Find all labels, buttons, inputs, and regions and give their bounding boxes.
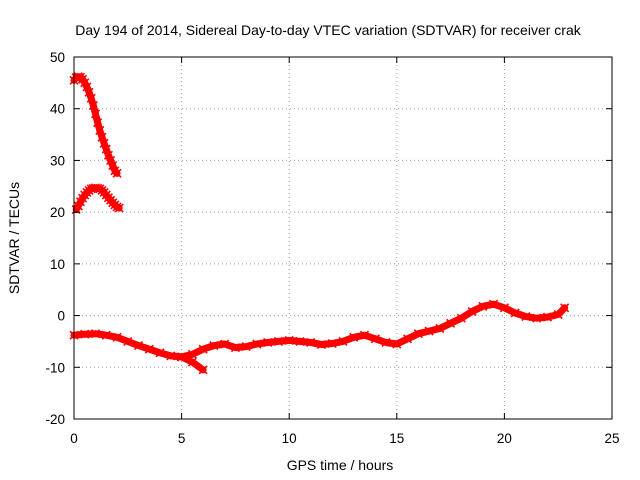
- data-point: [84, 87, 94, 97]
- data-point: [82, 82, 92, 92]
- data-point: [155, 348, 165, 358]
- series-band: [70, 300, 569, 361]
- data-point: [381, 337, 391, 348]
- x-tick-label: 15: [389, 431, 404, 446]
- data-point: [93, 118, 103, 128]
- data-point: [252, 339, 262, 349]
- data-point: [86, 93, 96, 103]
- y-tick-label: 10: [50, 257, 65, 272]
- series-trace-low: [69, 299, 570, 362]
- data-point: [478, 301, 488, 311]
- data-point: [370, 334, 380, 344]
- data-point: [467, 306, 477, 316]
- data-point: [273, 336, 284, 346]
- y-axis-label: SDTVAR / TECUs: [6, 182, 22, 294]
- data-point: [316, 339, 327, 350]
- ticks: [73, 56, 613, 420]
- data-point: [80, 329, 90, 339]
- series-arc-mid: [71, 183, 124, 215]
- x-tick-label: 20: [497, 431, 512, 446]
- data-point: [359, 330, 370, 340]
- data-point: [489, 299, 499, 309]
- y-tick-label: 30: [50, 153, 65, 168]
- data-point: [435, 323, 445, 334]
- data-point: [220, 339, 230, 349]
- data-point: [114, 203, 124, 213]
- data-point: [306, 337, 316, 348]
- x-tick-label: 10: [282, 431, 297, 446]
- data-point: [133, 341, 144, 351]
- data-point: [198, 365, 208, 375]
- y-tick-label: 40: [50, 102, 65, 117]
- data-point: [166, 351, 176, 361]
- data-point: [144, 344, 154, 354]
- data-layer: [69, 72, 570, 375]
- data-point: [263, 337, 273, 348]
- data-point: [241, 342, 251, 352]
- data-point: [108, 161, 118, 171]
- x-tick-label: 0: [70, 431, 78, 446]
- data-point: [97, 132, 107, 142]
- data-point: [123, 336, 133, 346]
- data-point: [521, 312, 531, 322]
- data-point: [112, 332, 122, 342]
- data-point: [392, 339, 402, 349]
- data-point: [112, 168, 122, 178]
- y-tick-label: 0: [57, 309, 65, 324]
- y-tick-label: -10: [45, 360, 65, 375]
- data-point: [103, 150, 113, 160]
- data-point: [510, 308, 520, 318]
- data-point: [402, 334, 413, 344]
- data-point: [95, 125, 105, 135]
- data-point: [499, 303, 509, 313]
- data-point: [187, 357, 197, 367]
- data-point: [542, 312, 553, 322]
- data-point: [424, 326, 434, 336]
- y-tick-label: 50: [50, 50, 65, 65]
- data-point: [413, 329, 423, 339]
- series-band: [178, 353, 207, 374]
- tick-labels: 0 5 10 15 20 25 -20 -10 0 10 20 30 40 50: [45, 50, 619, 446]
- data-point: [349, 332, 359, 342]
- y-tick-label: -20: [45, 412, 65, 427]
- series-spur: [177, 352, 208, 375]
- data-point: [209, 341, 219, 351]
- grid: [74, 57, 612, 419]
- y-tick-label: 20: [50, 205, 65, 220]
- data-point: [456, 313, 466, 323]
- data-point: [446, 318, 456, 328]
- x-axis-label: GPS time / hours: [287, 457, 394, 473]
- chart-title: Day 194 of 2014, Sidereal Day-to-day VTE…: [75, 22, 581, 38]
- data-point: [532, 313, 542, 323]
- plot-frame: [73, 56, 613, 420]
- data-point: [327, 338, 337, 349]
- data-point: [90, 109, 101, 119]
- data-point: [198, 344, 208, 354]
- data-point: [295, 336, 305, 346]
- data-point: [230, 343, 240, 353]
- data-point: [101, 330, 111, 340]
- data-point: [560, 303, 570, 313]
- data-point: [106, 155, 116, 165]
- data-point: [90, 329, 101, 339]
- data-point: [284, 335, 294, 345]
- data-point: [88, 101, 98, 111]
- data-point: [177, 352, 187, 362]
- data-point: [99, 138, 109, 148]
- data-point: [101, 144, 111, 154]
- series-arc-high: [69, 72, 122, 178]
- data-point: [338, 336, 348, 346]
- x-tick-label: 25: [604, 431, 619, 446]
- x-tick-label: 5: [178, 431, 186, 446]
